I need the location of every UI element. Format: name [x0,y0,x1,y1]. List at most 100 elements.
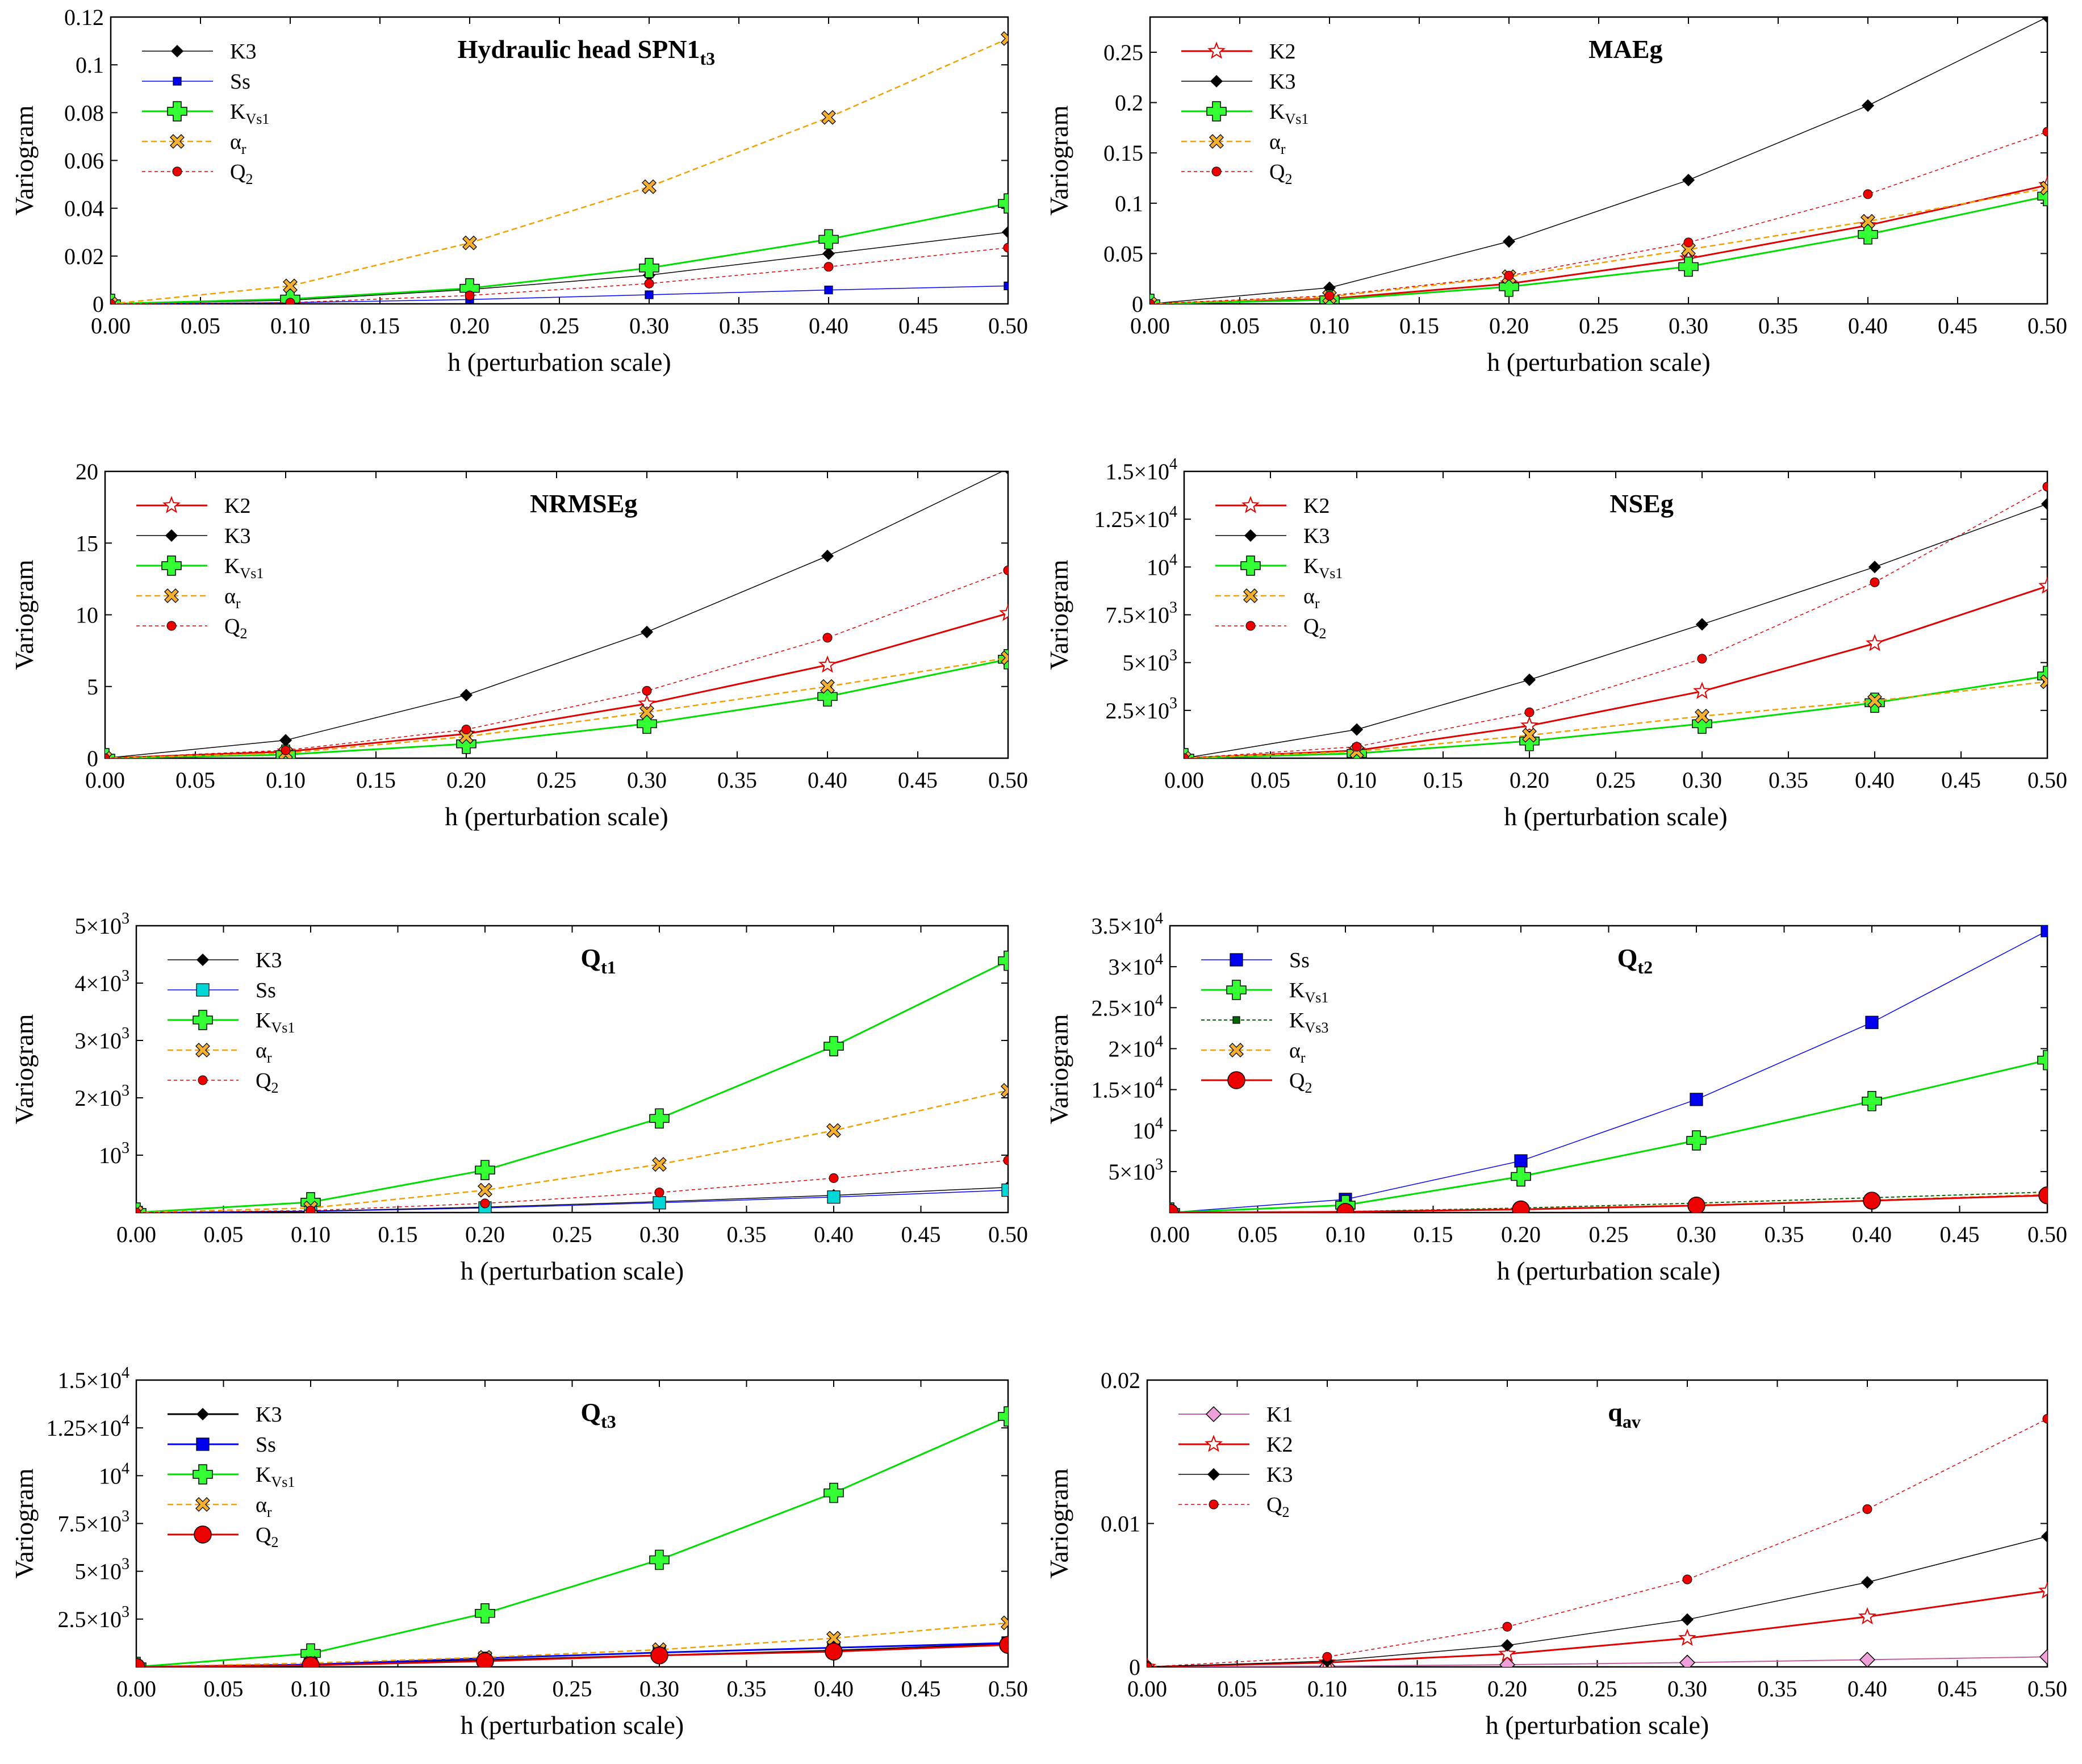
y-axis-label: Variogram [1044,1014,1073,1124]
data-point-αr-5 [1001,1615,1008,1631]
y-tick-mantissa: 10 [1132,1118,1155,1144]
data-point-K3-4 [1861,1575,1874,1589]
marker-shape [1229,1043,1244,1057]
x-tick-label: 0.45 [901,1676,941,1702]
data-point-K1-5 [2039,1649,2047,1665]
x-tick-label: 0.25 [540,313,579,338]
legend-label-main: Q [224,615,240,638]
marker-shape [1003,243,1008,253]
marker-shape [640,625,654,638]
y-tick-mantissa: 2×10 [1108,1036,1155,1061]
x-tick-label: 0.25 [1596,767,1636,793]
data-point-KVs1-2 [475,1160,495,1181]
x-tick-label: 0.20 [450,313,490,338]
series-line-Q2 [1170,1194,2047,1213]
x-tick-label: 0.35 [719,313,759,338]
y-tick-mantissa: 15 [76,530,98,556]
legend-marker [1205,1435,1223,1452]
legend-label: Ss [256,1433,276,1457]
legend-label-subscript: Vs1 [271,1019,295,1036]
legend-label: αr [256,1039,272,1066]
data-point-Q2-3 [644,278,654,289]
data-point-K3-2 [1502,235,1516,248]
legend-marker [1207,1468,1220,1481]
y-tick-mantissa: 5×10 [1122,650,1169,676]
legend-marker [167,101,187,122]
y-tick-mantissa: 1.25×10 [46,1415,122,1441]
y-tick-exponent: 4 [122,1460,129,1477]
marker-shape [823,1036,844,1056]
legend-label-main: K3 [1303,524,1330,548]
chart-panel-p7: 0.00 0.05 0.10 0.15 0.20 0.25 0.30 0.35 0.40 0.45… [10,1364,1028,1740]
marker-shape [136,1658,145,1667]
series-line-Q2 [1147,1418,2047,1667]
series-group [111,31,1008,304]
y-tick-label: 15 [76,530,98,556]
marker-shape [195,1497,210,1512]
y-axis-label: Variogram [10,1468,39,1578]
data-point-Q2-4 [1870,577,1880,587]
data-point-K3-4 [1861,99,1875,112]
data-point-KVs1-4 [818,229,839,250]
data-point-K3-3 [1682,173,1695,187]
data-point-K1-2 [1499,1657,1516,1667]
legend-label-main: α [256,1039,267,1063]
marker-shape [2042,127,2047,137]
data-point-Q2-1 [306,1205,316,1213]
marker-shape [1690,1093,1703,1106]
marker-shape [165,529,178,542]
legend-label: Ss [230,70,250,94]
chart-panel-p8: 0.00 0.05 0.10 0.15 0.20 0.25 0.30 0.35 0.40 0.45… [1044,1368,2067,1740]
data-point-Q2-2 [465,290,475,300]
x-tick-label: 0.45 [1938,1676,1978,1702]
legend-label: Q2 [1269,160,1292,187]
y-tick-exponent: 3 [1169,647,1177,664]
marker-shape [480,1198,490,1209]
series-line-αr [105,657,1008,758]
data-point-Q2-3 [650,1646,668,1665]
x-tick-label: 0.05 [175,767,215,793]
y-tick-label: 1.5×104 [1105,455,1177,484]
data-point-KVs1-3 [1678,256,1699,277]
marker-shape [1205,1406,1222,1423]
legend-label: KVs1 [1269,100,1308,127]
legend-label: Q2 [256,1523,278,1550]
marker-shape [2041,17,2047,24]
legend-marker [1210,74,1223,88]
panel-title-main: MAEg [1588,35,1662,64]
marker-shape [196,1407,210,1421]
panel-title-subscript: t1 [601,957,616,977]
data-point-K3-2 [459,688,473,701]
legend-label-main: K3 [1269,70,1295,94]
marker-shape [1004,281,1008,291]
legend-label: K3 [230,40,256,64]
y-tick-mantissa: 2.5×10 [1091,995,1155,1021]
y-tick-label: 104 [1147,551,1177,580]
legend-label: K2 [1303,494,1330,518]
marker-shape [2038,576,2047,594]
legend-label-main: α [256,1493,267,1517]
data-point-Q2-2 [476,1652,494,1667]
panel-title: MAEg [1588,35,1662,64]
marker-shape [1511,1166,1531,1187]
data-point-Q2-0 [1184,753,1189,758]
data-point-K2-3 [638,694,656,712]
x-tick-label: 0.50 [988,1222,1028,1247]
marker-shape [461,725,471,734]
marker-shape [1687,1196,1705,1213]
x-tick-label: 0.50 [2027,1676,2067,1702]
legend-label-main: K [224,554,240,578]
data-point-αr-2 [462,235,477,250]
data-point-K1-4 [1859,1652,1876,1667]
marker-shape [1867,693,1882,708]
data-point-Q2-1 [302,1656,320,1667]
data-point-K3-3 [640,625,654,638]
legend-label-subscript: 2 [271,1534,278,1550]
data-point-Q2-5 [1003,1155,1008,1165]
y-tick-exponent: 3 [122,1556,129,1573]
data-point-αr-3 [652,1157,667,1172]
marker-shape [196,953,210,967]
marker-shape [1210,74,1223,88]
y-tick-exponent: 3 [122,967,129,985]
